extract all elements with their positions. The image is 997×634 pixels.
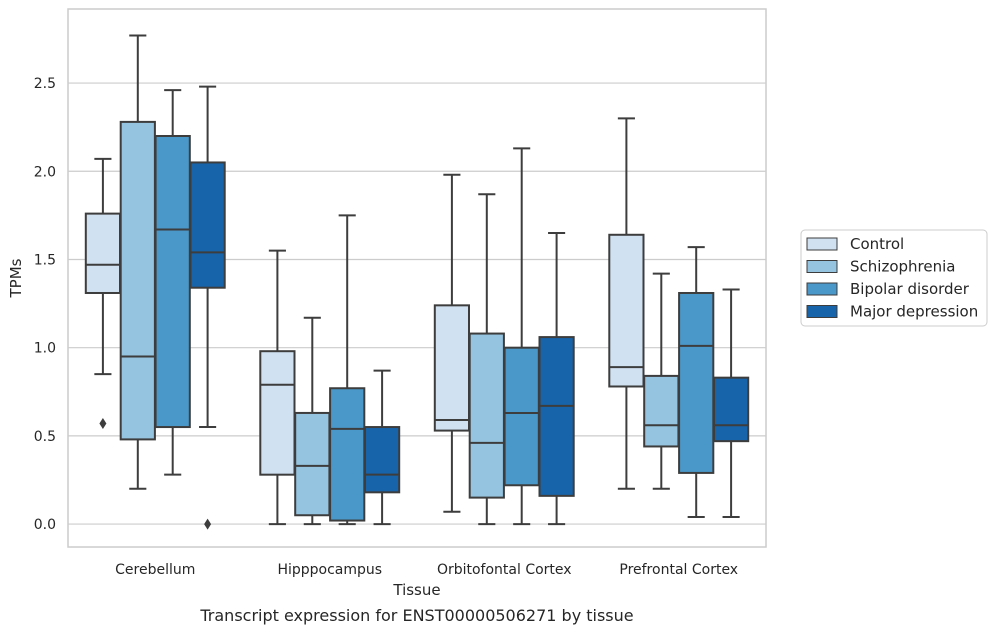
y-axis-ticks: 0.0 0.5 1.0 1.5 2.0 2.5 bbox=[34, 76, 56, 533]
x-axis-label: Tissue bbox=[392, 581, 440, 599]
box-major-depression bbox=[712, 288, 750, 519]
y-tick-label: 0.5 bbox=[34, 429, 56, 445]
box-iqr bbox=[468, 332, 505, 499]
legend: Control Schizophrenia Bipolar disorder Majo… bbox=[800, 229, 988, 327]
figure-caption: Transcript expression for ENST0000050627… bbox=[200, 606, 634, 625]
box-bipolar-disorder bbox=[503, 147, 540, 526]
box-iqr bbox=[538, 336, 575, 497]
box-iqr bbox=[643, 374, 680, 448]
y-tick-label: 0.0 bbox=[34, 517, 56, 533]
y-axis-label: TPMs bbox=[7, 258, 25, 298]
box-control bbox=[608, 117, 645, 490]
box-schizophrenia bbox=[119, 34, 156, 490]
legend-swatch bbox=[806, 260, 838, 273]
legend-entry: Control bbox=[850, 235, 904, 253]
box-iqr bbox=[433, 304, 471, 432]
box-iqr bbox=[119, 120, 156, 441]
plot-frame bbox=[67, 8, 767, 548]
box-iqr bbox=[154, 135, 191, 429]
legend-swatch bbox=[806, 237, 838, 251]
box-iqr bbox=[294, 411, 331, 517]
box-schizophrenia bbox=[643, 272, 680, 490]
box-iqr bbox=[678, 291, 715, 474]
outlier-point bbox=[99, 418, 107, 430]
box-control bbox=[433, 173, 471, 513]
box-major-depression bbox=[189, 85, 226, 530]
box-control bbox=[259, 249, 296, 526]
box-iqr bbox=[259, 350, 296, 476]
legend-frame bbox=[800, 229, 988, 327]
y-tick-label: 2.0 bbox=[34, 164, 56, 180]
box-control bbox=[84, 157, 122, 430]
legend-swatch bbox=[806, 282, 838, 296]
y-tick-label: 2.5 bbox=[34, 76, 56, 92]
box-bipolar-disorder bbox=[329, 214, 366, 526]
y-tick-label: 1.5 bbox=[34, 252, 56, 268]
x-tick-label: Cerebellum bbox=[115, 562, 195, 578]
box-schizophrenia bbox=[468, 193, 505, 526]
x-axis-ticks: Cerebellum Hipppocampus Orbitofontal Corte… bbox=[115, 562, 738, 578]
x-tick-label: Prefrontal Cortex bbox=[619, 562, 738, 578]
x-tick-label: Hipppocampus bbox=[277, 562, 382, 578]
box-iqr bbox=[503, 346, 540, 487]
x-tick-label: Orbitofontal Cortex bbox=[437, 562, 572, 578]
box-major-depression bbox=[363, 369, 401, 526]
box-iqr bbox=[189, 161, 226, 289]
legend-entry: Schizophrenia bbox=[850, 258, 955, 276]
box-iqr bbox=[84, 212, 122, 294]
box-bipolar-disorder bbox=[678, 246, 715, 519]
box-bipolar-disorder bbox=[154, 89, 191, 476]
box-plot-area bbox=[84, 34, 750, 530]
legend-entry: Bipolar disorder bbox=[850, 280, 970, 298]
legend-entry: Major depression bbox=[850, 303, 978, 321]
legend-swatch bbox=[806, 305, 838, 318]
box-iqr bbox=[712, 376, 750, 443]
box-iqr bbox=[329, 387, 366, 522]
box-iqr bbox=[608, 233, 645, 388]
y-tick-label: 1.0 bbox=[34, 341, 56, 357]
box-major-depression bbox=[538, 232, 575, 526]
box-iqr bbox=[363, 426, 401, 494]
box-schizophrenia bbox=[294, 316, 331, 526]
outlier-point bbox=[204, 518, 212, 530]
